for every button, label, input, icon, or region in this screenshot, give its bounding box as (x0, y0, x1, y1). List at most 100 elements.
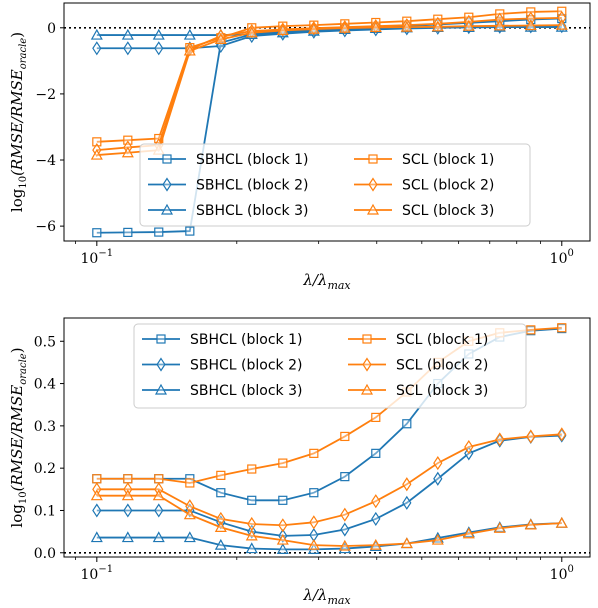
data-point-scl-triangle (462, 527, 475, 539)
legend-label: SBHCL (block 2) (196, 178, 308, 194)
data-point-sbhcl-square (216, 488, 226, 498)
data-point-scl-square (185, 478, 195, 488)
series-line-scl-block-3- (96, 494, 562, 547)
data-point-scl-diamond (557, 10, 567, 25)
data-point-sbhcl-square (154, 227, 164, 237)
legend-item: SBHCL (block 3) (148, 203, 308, 219)
x-axis-label: λ/λmax (302, 271, 351, 292)
legend-item: SBHCL (block 1) (142, 332, 302, 348)
data-point-scl-triangle (369, 538, 382, 550)
data-point-scl-diamond (402, 477, 412, 492)
data-point-scl-diamond (247, 516, 257, 532)
data-point-scl-diamond (371, 19, 381, 34)
data-point-sbhcl-triangle (214, 538, 227, 550)
x-tick-label: 10−1 (81, 248, 114, 267)
data-point-scl-diamond (371, 494, 381, 509)
data-point-sbhcl-square (402, 419, 412, 429)
y-tick-label: 0.0 (34, 546, 56, 562)
legend-item: SBHCL (block 2) (148, 177, 308, 194)
data-point-sbhcl-square (371, 448, 381, 458)
data-point-scl-square (371, 412, 381, 423)
data-point-scl-triangle (400, 537, 413, 549)
legend-item: SCL (block 1) (354, 152, 494, 168)
data-point-scl-triangle (183, 508, 196, 520)
data-point-scl-triangle (555, 18, 568, 30)
data-point-scl-diamond (557, 427, 567, 442)
data-point-scl-triangle (245, 529, 258, 541)
data-point-sbhcl-square (185, 226, 195, 236)
data-point-sbhcl-square (278, 495, 288, 505)
legend-marker (366, 203, 380, 215)
data-point-sbhcl-diamond (340, 522, 350, 537)
legend-marker (154, 383, 168, 395)
data-point-scl-square (123, 135, 133, 145)
legend-marker (368, 154, 378, 164)
data-point-scl-diamond (309, 515, 319, 530)
legend-label: SCL (block 3) (396, 383, 488, 399)
data-point-sbhcl-triangle (276, 543, 289, 554)
data-point-scl-square (247, 464, 257, 474)
y-tick-label: 0.4 (34, 377, 56, 393)
series-line-sbhcl-block-3- (96, 26, 562, 36)
data-point-scl-square (309, 448, 319, 458)
data-point-sbhcl-triangle (183, 28, 196, 40)
data-point-scl-triangle (214, 33, 227, 44)
data-point-sbhcl-diamond (154, 41, 164, 56)
data-point-sbhcl-square (309, 488, 319, 498)
data-point-scl-square (92, 474, 102, 484)
data-point-sbhcl-triangle (152, 531, 165, 543)
data-point-scl-square (154, 474, 164, 484)
data-point-scl-triangle (152, 489, 165, 501)
legend-label: SCL (block 2) (402, 178, 494, 194)
data-point-sbhcl-diamond (371, 511, 381, 527)
data-point-scl-square (216, 470, 226, 480)
y-axis-label: log10(RMSE/RMSEoracle) (8, 347, 29, 527)
data-point-sbhcl-diamond (92, 41, 102, 56)
data-point-sbhcl-square (123, 227, 133, 238)
data-point-sbhcl-square (247, 495, 257, 505)
data-point-scl-diamond (433, 16, 443, 31)
data-point-scl-triangle (462, 19, 475, 31)
data-point-scl-triangle (121, 489, 134, 501)
data-point-scl-triangle (338, 21, 351, 33)
data-point-sbhcl-triangle (90, 531, 103, 543)
legend-label: SBHCL (block 3) (190, 383, 302, 399)
y-tick-label: 0.1 (34, 503, 56, 519)
data-point-scl-triangle (555, 516, 568, 528)
data-point-scl-diamond (526, 11, 536, 26)
data-point-sbhcl-triangle (245, 542, 258, 554)
data-point-scl-triangle (245, 26, 258, 38)
legend-marker (360, 383, 374, 395)
data-point-scl-triangle (214, 521, 227, 532)
data-point-scl-triangle (90, 489, 103, 501)
data-point-scl-triangle (493, 521, 506, 533)
data-point-scl-triangle (524, 518, 537, 530)
y-tick-label: 0.3 (34, 419, 56, 435)
data-point-scl-triangle (431, 20, 444, 32)
data-point-scl-diamond (340, 507, 350, 522)
legend-item: SCL (block 3) (354, 203, 494, 219)
data-point-scl-triangle (307, 538, 320, 550)
legend-label: SBHCL (block 1) (196, 152, 308, 168)
axes-frame (63, 317, 591, 558)
legend-marker (362, 334, 372, 344)
y-tick-label: 0.5 (34, 334, 56, 350)
data-point-sbhcl-diamond (557, 428, 567, 443)
legend-item: SCL (block 3) (348, 383, 488, 399)
legend-marker (362, 357, 372, 372)
data-point-scl-triangle (400, 20, 413, 32)
y-tick-label: 0 (47, 21, 56, 37)
x-axis-label: λ/λmax (302, 586, 351, 607)
legend: SBHCL (block 1) SBHCL (block 2) SBHCL (blo… (139, 143, 531, 227)
legend-item: SCL (block 2) (354, 177, 494, 194)
data-point-sbhcl-diamond (402, 495, 412, 510)
data-point-scl-square (557, 323, 567, 333)
series-line-scl-block-2- (96, 16, 562, 151)
data-point-scl-square (123, 474, 133, 484)
legend-label: SCL (block 2) (396, 358, 488, 374)
data-point-scl-triangle (276, 24, 289, 36)
legend-label: SBHCL (block 2) (190, 358, 302, 374)
legend-label: SCL (block 1) (402, 152, 494, 168)
data-point-sbhcl-triangle (90, 28, 103, 40)
